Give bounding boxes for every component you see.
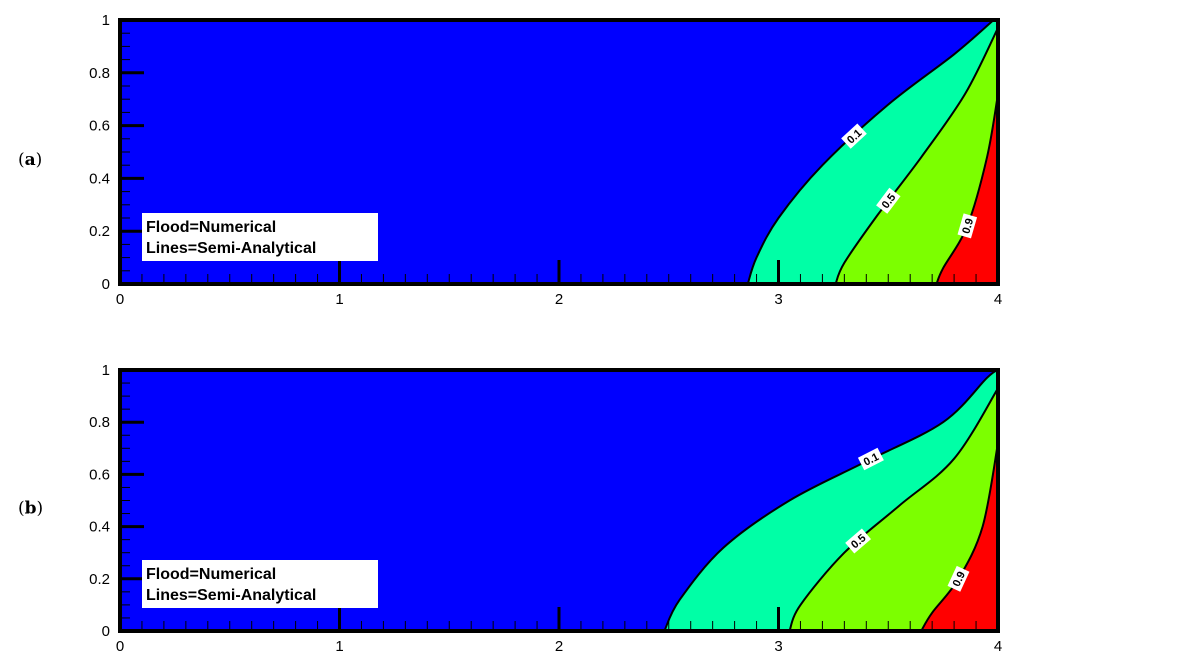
contour-label-bg [845, 528, 872, 554]
y-tick-label: 0.2 [89, 571, 110, 588]
y-tick-label: 0.8 [89, 414, 110, 431]
contour-line-0-1 [746, 19, 995, 285]
y-tick-label: 0.2 [89, 223, 110, 240]
contour-label-bg [957, 213, 978, 239]
y-tick-label: 0 [102, 623, 110, 640]
x-tick-label: 3 [774, 291, 782, 308]
contour-label-text: 0.9 [960, 217, 976, 235]
legend-box: Flood=Numerical Lines=Semi-Analytical [142, 213, 378, 261]
contour-label-bg [841, 123, 867, 149]
x-tick-label: 3 [774, 638, 782, 655]
legend-box: Flood=Numerical Lines=Semi-Analytical [142, 560, 378, 608]
contour-line-0-5 [834, 27, 999, 285]
y-tick-label: 0.6 [89, 466, 110, 483]
x-tick-label: 2 [555, 638, 563, 655]
chart-panel-b: 0.10.50.90 1 2 3 400.20.40.60.81Flood=Numeri… [89, 362, 1002, 655]
panel-label-a: (a) [18, 150, 42, 170]
flood-region-0-5 [835, 27, 998, 285]
flood-region-0-5 [789, 388, 998, 631]
x-tick-label: 4 [994, 638, 1002, 655]
contour-label-text: 0.9 [951, 570, 968, 589]
x-tick-label: 2 [555, 291, 563, 308]
legend-entry: Flood=Numerical [146, 219, 276, 236]
legend-background [142, 560, 378, 608]
contour-label-0-9: 0.9 [947, 565, 970, 592]
x-tick-label: 0 [116, 291, 124, 308]
y-tick-label: 1 [102, 12, 110, 29]
legend-entry: Flood=Numerical [146, 566, 276, 583]
legend-entry: Lines=Semi-Analytical [146, 240, 316, 257]
y-tick-label: 1 [102, 362, 110, 379]
legend-entry: Lines=Semi-Analytical [146, 587, 316, 604]
x-tick-label: 0 [116, 638, 124, 655]
y-tick-label: 0.6 [89, 118, 110, 135]
chart-panel-a: 0.10.50.90 1 2 3 400.20.40.60.81Flood=Numeri… [89, 12, 1002, 308]
contour-line-0-1 [663, 369, 999, 632]
contour-label-bg [947, 565, 970, 592]
contour-line-0-5 [788, 387, 999, 632]
x-tick-label: 1 [335, 291, 343, 308]
contour-label-0-9: 0.9 [957, 213, 978, 239]
legend-background [142, 213, 378, 261]
contour-label-bg [876, 187, 901, 214]
flood-region-0-9 [936, 93, 998, 285]
x-tick-label: 4 [994, 291, 1002, 308]
y-tick-label: 0.8 [89, 65, 110, 82]
panel-label-b: (b) [18, 499, 43, 519]
y-tick-label: 0 [102, 276, 110, 293]
y-tick-label: 0.4 [89, 519, 110, 536]
flood-region-0-9 [921, 443, 998, 631]
y-tick-label: 0.4 [89, 170, 110, 187]
contour-label-bg [857, 447, 884, 471]
x-tick-label: 1 [335, 638, 343, 655]
